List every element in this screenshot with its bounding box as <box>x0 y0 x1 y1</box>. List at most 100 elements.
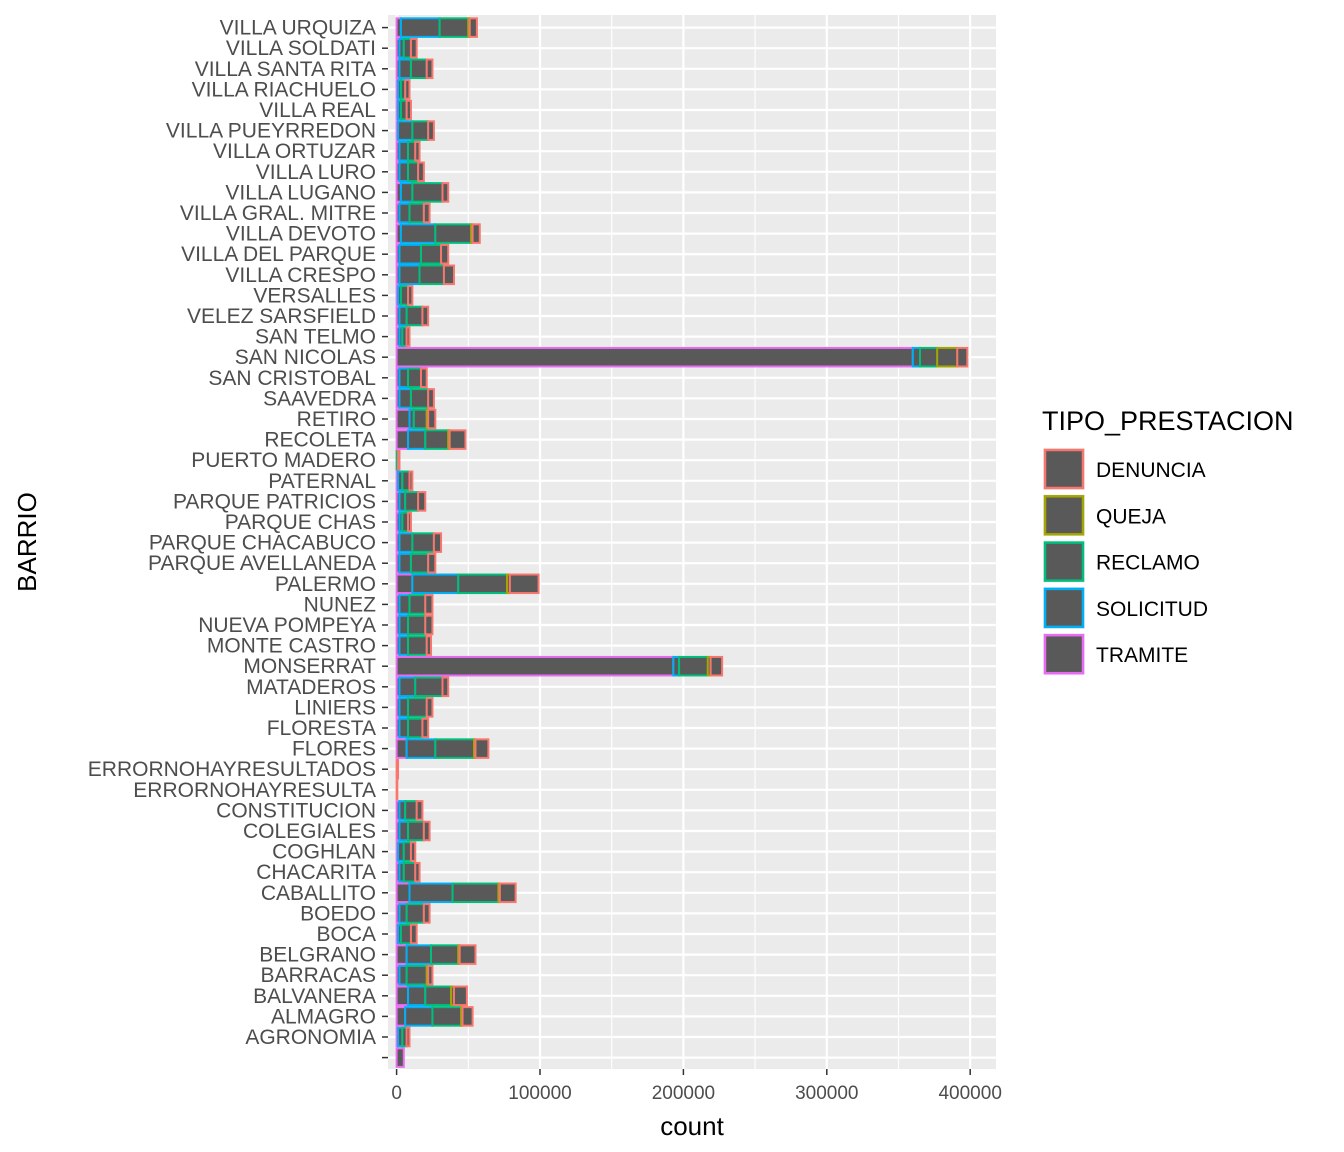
bar-segment <box>408 470 414 492</box>
bar-segment <box>415 800 424 821</box>
y-tick-label: RECOLETA <box>264 429 376 452</box>
bar-segment <box>399 285 410 306</box>
bar-segment <box>411 532 435 553</box>
bar-segment <box>407 429 427 450</box>
legend-key <box>1043 541 1085 582</box>
y-tick-label: VILLA DEVOTO <box>226 223 376 246</box>
bar-segment <box>911 346 922 368</box>
y-tick-label: SAAVEDRA <box>263 387 376 410</box>
y-tick-label: MONSERRAT <box>243 655 376 678</box>
y-tick-label: PARQUE AVELLANEDA <box>148 552 376 575</box>
y-tick-label: BOEDO <box>300 902 376 925</box>
bar-segment <box>398 676 417 698</box>
bar-segment <box>430 944 460 965</box>
y-tick-label: ERRORNOHAYRESULTADOS <box>88 758 376 781</box>
y-tick-label: NUNEZ <box>304 593 377 616</box>
bar-segment <box>395 408 411 430</box>
bar-segment <box>402 861 417 883</box>
y-tick-label: PUERTO MADERO <box>191 449 376 472</box>
y-tick-label: BALVANERA <box>253 985 376 1008</box>
bar-segment <box>417 161 425 183</box>
y-tick-label: VILLA SANTA RITA <box>195 58 376 81</box>
bar-segment <box>471 223 481 244</box>
y-tick-label: BOCA <box>316 923 376 946</box>
bar-segment <box>395 944 408 965</box>
bar-segment <box>407 161 420 183</box>
bar-segment <box>405 738 437 759</box>
y-tick-label: RETIRO <box>297 408 376 431</box>
bar-segment <box>399 923 412 945</box>
bar-segment <box>398 367 410 389</box>
bar-segment <box>398 388 412 409</box>
bar-segment <box>414 861 421 883</box>
bar-segment <box>427 552 437 574</box>
y-tick-label: COLEGIALES <box>243 820 376 843</box>
legend-label: QUEJA <box>1096 505 1166 528</box>
bar-segment <box>399 17 441 38</box>
bar-segment <box>407 285 414 306</box>
legend: TIPO_PRESTACION DENUNCIA QUEJA RECLAMO SOLI… <box>1042 406 1294 676</box>
bar-segment <box>427 120 435 141</box>
y-tick-label: PARQUE CHACABUCO <box>149 532 376 555</box>
x-tick-label: 400000 <box>938 1083 1001 1104</box>
bar-segment <box>498 882 517 904</box>
bar-segment <box>405 305 424 327</box>
y-tick-label: FLORESTA <box>267 717 376 740</box>
y-tick-label: VILLA LURO <box>256 161 376 184</box>
y-tick-label: VILLA ORTUZAR <box>213 140 376 163</box>
bar-segment <box>956 346 969 368</box>
y-tick-label: PALERMO <box>275 573 376 596</box>
y-tick-label: PATERNAL <box>268 470 376 493</box>
bar-segment <box>397 120 414 141</box>
bar-segment <box>431 1006 463 1027</box>
bar-segment <box>474 738 490 759</box>
bar-segment <box>404 800 418 821</box>
bar-segment <box>440 243 450 265</box>
bar-segment <box>424 985 453 1007</box>
bar-segment <box>441 182 450 203</box>
y-tick-label: MATADEROS <box>246 676 376 699</box>
bar-segment <box>398 594 411 615</box>
bar-segment <box>398 964 408 986</box>
bar-segment <box>417 491 427 512</box>
legend-title: TIPO_PRESTACION <box>1042 406 1294 436</box>
bar-segment <box>407 717 424 739</box>
bar-segment <box>395 573 414 595</box>
x-tick-label: 300000 <box>795 1083 858 1104</box>
bar-segment <box>398 697 410 718</box>
bar-segment <box>398 264 421 286</box>
bar-segment <box>407 367 422 389</box>
bar-segment <box>407 614 427 636</box>
bar-segment <box>434 738 476 759</box>
bar-segment <box>405 964 428 986</box>
y-tick-label: AGRONOMIA <box>245 1026 376 1049</box>
y-tick-label: ERRORNOHAYRESULTA <box>133 779 376 802</box>
bar-segment <box>409 388 430 409</box>
bar-segment <box>508 573 540 595</box>
bar-segment <box>442 264 455 286</box>
bar-segment <box>422 202 431 224</box>
y-tick-label: PARQUE CHAS <box>225 511 376 534</box>
bar-segment <box>399 182 414 203</box>
bar-segment <box>398 717 410 739</box>
x-axis-title: count <box>660 1111 724 1141</box>
y-tick-label: VILLA CRESPO <box>225 264 376 287</box>
bar-segment <box>424 614 434 636</box>
bar-segment <box>395 779 399 801</box>
y-tick-label: ALMAGRO <box>271 1005 376 1028</box>
y-tick-label: SAN TELMO <box>255 326 376 349</box>
y-tick-label: VILLA LUGANO <box>225 181 376 204</box>
y-tick-label: SAN CRISTOBAL <box>208 367 376 390</box>
y-tick-label: CABALLITO <box>261 882 376 905</box>
bar-segment <box>404 1006 434 1027</box>
bar-segment <box>461 1006 474 1027</box>
bar-segment <box>411 573 460 595</box>
bar-segment <box>438 17 470 38</box>
bar-segment <box>398 305 408 327</box>
bar-segment <box>448 429 467 450</box>
legend-label: DENUNCIA <box>1096 459 1206 482</box>
bar-segment <box>405 99 412 121</box>
x-tick-label: 0 <box>391 1083 402 1104</box>
y-tick-label: CHACARITA <box>256 861 376 884</box>
bar-segment <box>395 346 914 368</box>
